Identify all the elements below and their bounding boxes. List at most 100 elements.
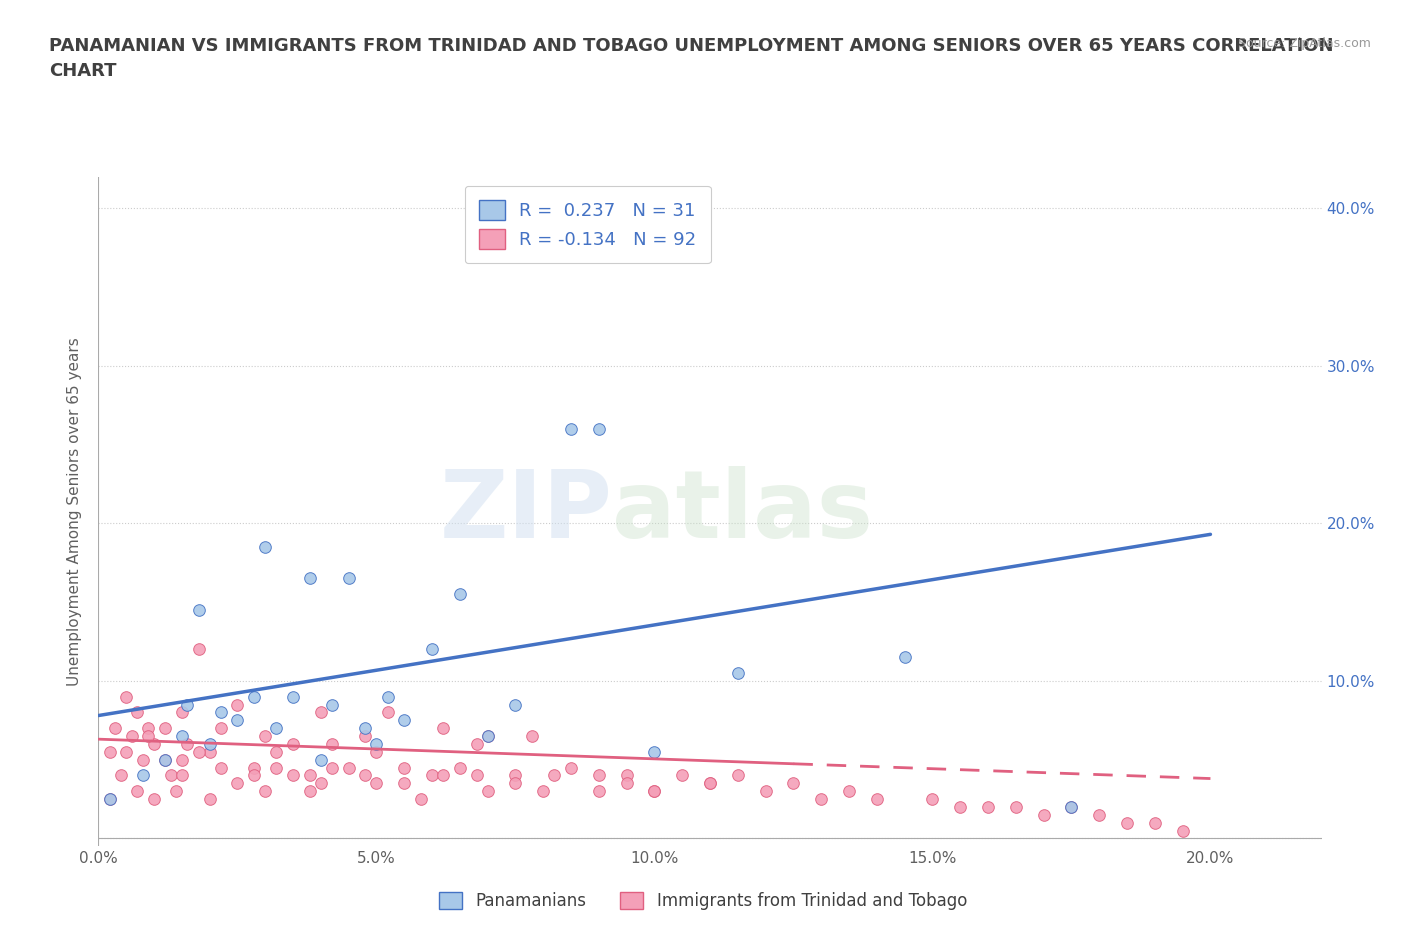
Point [198, 737, 221, 751]
Point [170, 705, 193, 720]
Point [727, 666, 749, 681]
Point [266, 760, 288, 775]
Point [1088, 807, 1111, 822]
Point [477, 728, 499, 743]
Point [153, 752, 176, 767]
Point [782, 776, 804, 790]
Point [921, 791, 943, 806]
Point [560, 421, 582, 436]
Point [699, 776, 721, 790]
Point [643, 784, 665, 799]
Legend: Panamanians, Immigrants from Trinidad and Tobago: Panamanians, Immigrants from Trinidad an… [432, 885, 974, 917]
Point [977, 800, 1000, 815]
Point [110, 768, 132, 783]
Point [309, 776, 332, 790]
Point [132, 768, 155, 783]
Point [727, 768, 749, 783]
Point [321, 760, 343, 775]
Point [321, 698, 343, 712]
Point [560, 760, 582, 775]
Point [505, 698, 527, 712]
Point [616, 768, 638, 783]
Point [187, 603, 209, 618]
Point [1060, 800, 1083, 815]
Point [187, 744, 209, 759]
Point [1143, 816, 1166, 830]
Point [321, 737, 343, 751]
Legend: R =  0.237   N = 31, R = -0.134   N = 92: R = 0.237 N = 31, R = -0.134 N = 92 [465, 186, 710, 263]
Point [354, 728, 377, 743]
Point [394, 712, 416, 727]
Point [477, 784, 499, 799]
Point [337, 571, 360, 586]
Point [394, 776, 416, 790]
Point [176, 737, 198, 751]
Point [138, 721, 160, 736]
Point [209, 721, 232, 736]
Point [98, 791, 121, 806]
Point [309, 705, 332, 720]
Point [531, 784, 554, 799]
Point [115, 689, 138, 704]
Point [281, 737, 304, 751]
Point [121, 728, 143, 743]
Point [132, 752, 155, 767]
Point [449, 587, 471, 602]
Point [643, 744, 665, 759]
Point [226, 712, 249, 727]
Point [243, 768, 266, 783]
Point [949, 800, 972, 815]
Point [165, 784, 187, 799]
Point [254, 728, 277, 743]
Point [298, 784, 321, 799]
Point [266, 721, 288, 736]
Y-axis label: Unemployment Among Seniors over 65 years: Unemployment Among Seniors over 65 years [67, 338, 83, 686]
Point [420, 642, 443, 657]
Point [432, 721, 454, 736]
Point [366, 737, 388, 751]
Point [838, 784, 860, 799]
Point [465, 737, 488, 751]
Point [616, 776, 638, 790]
Point [170, 768, 193, 783]
Point [588, 784, 610, 799]
Point [1032, 807, 1054, 822]
Point [432, 768, 454, 783]
Point [366, 776, 388, 790]
Point [198, 791, 221, 806]
Point [143, 737, 166, 751]
Point [298, 768, 321, 783]
Point [505, 776, 527, 790]
Point [866, 791, 889, 806]
Point [281, 768, 304, 783]
Point [465, 768, 488, 783]
Point [1005, 800, 1028, 815]
Point [810, 791, 832, 806]
Point [170, 728, 193, 743]
Point [394, 760, 416, 775]
Point [449, 760, 471, 775]
Point [209, 760, 232, 775]
Point [266, 744, 288, 759]
Point [127, 705, 149, 720]
Point [187, 642, 209, 657]
Point [354, 721, 377, 736]
Point [1116, 816, 1139, 830]
Point [420, 768, 443, 783]
Point [699, 776, 721, 790]
Point [1171, 823, 1194, 838]
Point [281, 689, 304, 704]
Point [309, 752, 332, 767]
Point [209, 705, 232, 720]
Point [543, 768, 565, 783]
Point [588, 421, 610, 436]
Point [127, 784, 149, 799]
Point [643, 784, 665, 799]
Point [98, 744, 121, 759]
Point [254, 784, 277, 799]
Text: Source: ZipAtlas.com: Source: ZipAtlas.com [1237, 37, 1371, 50]
Point [337, 760, 360, 775]
Point [104, 721, 127, 736]
Point [755, 784, 778, 799]
Point [671, 768, 693, 783]
